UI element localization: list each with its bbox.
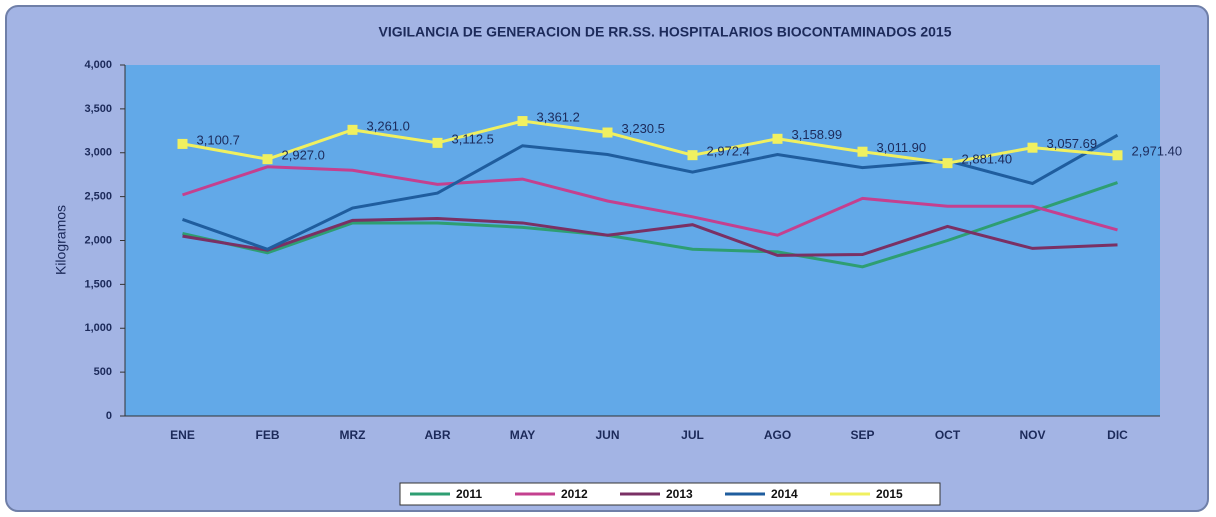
x-tick-label: NOV bbox=[1019, 428, 1045, 442]
x-tick-label: ABR bbox=[425, 428, 451, 442]
legend bbox=[399, 482, 941, 506]
marker bbox=[347, 124, 358, 135]
y-tick-label: 1,000 bbox=[84, 322, 112, 334]
marker bbox=[687, 150, 698, 161]
data-label: 3,158.99 bbox=[792, 127, 843, 142]
x-tick-label: JUN bbox=[595, 428, 619, 442]
y-tick-label: 4,000 bbox=[84, 59, 112, 71]
data-label: 2,971.40 bbox=[1132, 144, 1183, 159]
data-label: 3,112.5 bbox=[452, 131, 494, 146]
legend-label: 2013 bbox=[666, 487, 693, 501]
marker bbox=[942, 158, 953, 169]
data-label: 3,100.7 bbox=[197, 132, 240, 147]
marker bbox=[1112, 150, 1123, 161]
series-line bbox=[182, 181, 1118, 269]
x-tick-label: DIC bbox=[1107, 428, 1128, 442]
y-tick-label: 2,500 bbox=[84, 191, 112, 203]
x-tick-label: MAY bbox=[510, 428, 536, 442]
x-tick-label: FEB bbox=[256, 428, 280, 442]
marker bbox=[177, 138, 188, 149]
x-tick-label: AGO bbox=[764, 428, 791, 442]
series-line bbox=[182, 133, 1119, 251]
x-tick-label: SEP bbox=[850, 428, 874, 442]
data-label: 3,011.90 bbox=[877, 140, 927, 155]
data-label: 2,881.40 bbox=[962, 152, 1013, 167]
data-label: 3,261.0 bbox=[367, 118, 410, 133]
marker bbox=[517, 116, 528, 127]
y-tick-label: 3,500 bbox=[84, 103, 112, 115]
y-tick-label: 2,000 bbox=[84, 234, 112, 246]
y-tick-label: 3,000 bbox=[84, 147, 112, 159]
data-label: 3,230.5 bbox=[622, 121, 665, 136]
legend-label: 2014 bbox=[771, 487, 798, 501]
chart-title: VIGILANCIA DE GENERACION DE RR.SS. HOSPI… bbox=[378, 24, 951, 40]
series-line bbox=[182, 119, 1118, 165]
marker bbox=[857, 146, 868, 157]
y-tick-label: 500 bbox=[94, 366, 112, 378]
data-label: 2,972.4 bbox=[707, 144, 750, 159]
y-tick-label: 1,500 bbox=[84, 278, 112, 290]
x-tick-label: ENE bbox=[170, 428, 195, 442]
data-label: 2,927.0 bbox=[282, 148, 325, 163]
legend-label: 2012 bbox=[561, 487, 588, 501]
x-tick-label: OCT bbox=[935, 428, 961, 442]
legend-label: 2011 bbox=[456, 487, 482, 501]
y-tick-label: 0 bbox=[106, 410, 112, 422]
series-line bbox=[182, 165, 1118, 237]
x-tick-label: MRZ bbox=[340, 428, 366, 442]
marker bbox=[1027, 142, 1038, 153]
marker bbox=[772, 133, 783, 144]
marker bbox=[262, 154, 273, 165]
data-label: 3,057.69 bbox=[1047, 136, 1098, 151]
marker bbox=[432, 137, 443, 148]
marker bbox=[602, 127, 613, 138]
legend-label: 2015 bbox=[876, 487, 903, 501]
y-axis-label: Kilogramos bbox=[53, 205, 69, 275]
data-label: 3,361.2 bbox=[537, 109, 580, 124]
series-line bbox=[182, 217, 1118, 257]
x-tick-label: JUL bbox=[681, 428, 704, 442]
